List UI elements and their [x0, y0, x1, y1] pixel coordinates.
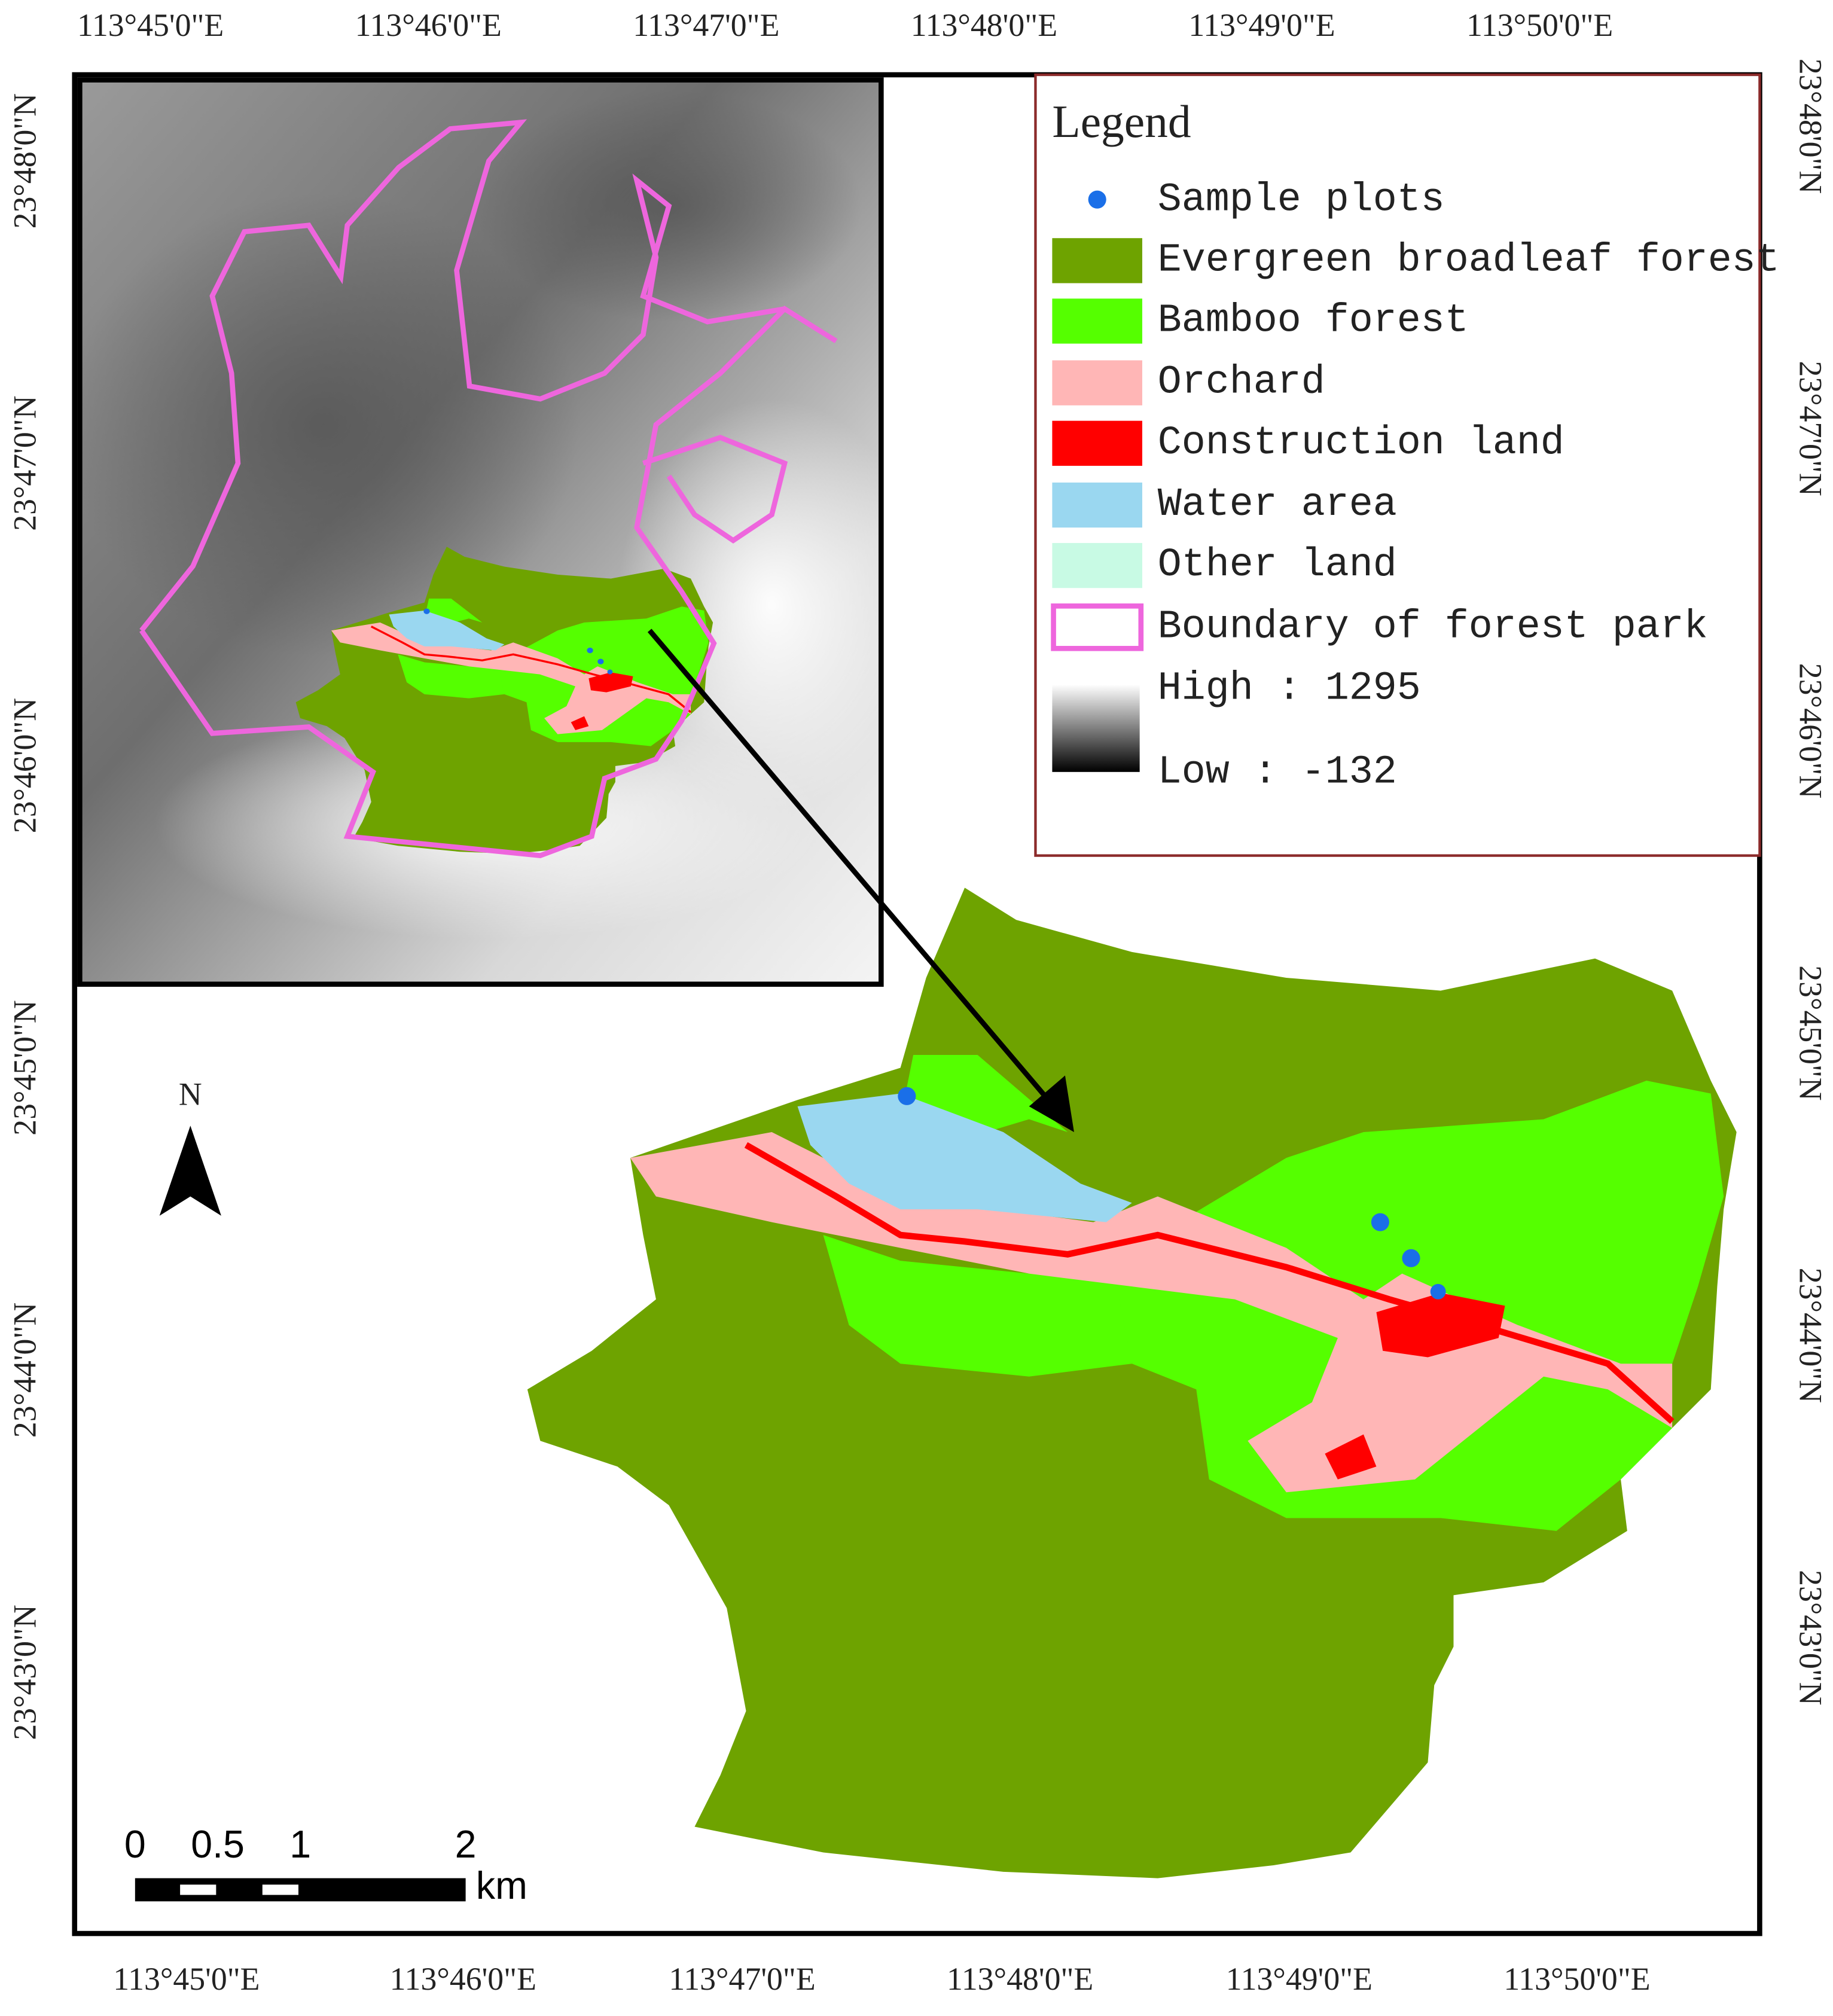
bottom-coord-label: 113°50'0"E — [1503, 1961, 1650, 1997]
right-coord-label: 23°43'0"N — [1793, 1570, 1829, 1705]
bottom-coord-label: 113°49'0"E — [1226, 1961, 1373, 1997]
legend-high: High : 1295 — [1158, 666, 1421, 712]
scale-bar-label: 1 — [289, 1823, 311, 1866]
legend-symbol — [1052, 298, 1142, 344]
left-coord-label: 23°47'0"N — [7, 395, 43, 530]
right-coord-label: 23°47'0"N — [1793, 361, 1829, 496]
park-boundary — [139, 119, 838, 859]
arrow-head — [1029, 1075, 1074, 1133]
scale-bar-segment — [180, 1884, 216, 1895]
inset-frame — [77, 77, 884, 987]
right-coord-label: 23°45'0"N — [1793, 965, 1829, 1100]
legend-symbol — [1052, 420, 1142, 466]
legend-symbol — [1088, 190, 1106, 209]
left-coord-label: 23°43'0"N — [7, 1605, 43, 1740]
scale-bar-label: 0.5 — [191, 1823, 245, 1866]
bottom-coord-label: 113°46'0"E — [390, 1961, 536, 1997]
legend-label: Water area — [1158, 482, 1397, 527]
legend-label: Sample plots — [1158, 177, 1445, 222]
scale-bar-segment — [262, 1884, 299, 1895]
bottom-coord-label: 113°45'0"E — [113, 1961, 260, 1997]
arrow-line — [647, 629, 1051, 1102]
left-coord-label: 23°46'0"N — [7, 698, 43, 833]
legend-label: Orchard — [1158, 360, 1325, 405]
scale-bar: 0 0.5 1 2km — [124, 1823, 527, 1907]
legend-symbol — [1052, 360, 1142, 405]
top-coord-label: 113°45'0"E — [77, 7, 224, 43]
legend-title: Legend — [1052, 96, 1191, 147]
north-label: N — [179, 1076, 202, 1112]
top-coord-label: 113°46'0"E — [355, 7, 502, 43]
right-coord-label: 23°46'0"N — [1793, 663, 1829, 798]
left-coord-label: 23°48'0"N — [7, 93, 43, 228]
legend-box — [1034, 73, 1761, 857]
right-coord-label: 23°48'0"N — [1793, 59, 1829, 194]
legend-label: Evergreen broadleaf forest — [1158, 237, 1780, 283]
top-coord-label: 113°48'0"E — [911, 7, 1057, 43]
inset-map — [80, 80, 882, 984]
legend-symbol — [1051, 603, 1144, 651]
legend-label: Construction land — [1158, 420, 1564, 466]
legend-label: Bamboo forest — [1158, 298, 1469, 343]
scale-bar-label: 0 — [124, 1823, 146, 1866]
bottom-coord-label: 113°48'0"E — [947, 1961, 1093, 1997]
coordinate-labels: 113°45'0"E 113°46'0"E 113°47'0"E 113°48'0"E… — [7, 7, 1829, 1997]
left-coord-label: 23°44'0"N — [7, 1303, 43, 1438]
top-coord-label: 113°47'0"E — [633, 7, 779, 43]
bottom-coord-label: 113°47'0"E — [669, 1961, 815, 1997]
top-coord-label: 113°49'0"E — [1188, 7, 1335, 43]
left-coord-label: 23°45'0"N — [7, 1000, 43, 1135]
top-coord-label: 113°50'0"E — [1466, 7, 1613, 43]
legend-low: Low : -132 — [1158, 749, 1397, 795]
elevation-ramp — [1052, 684, 1140, 772]
scale-bar-unit: km — [476, 1864, 527, 1907]
scale-bar-label: 2 — [455, 1823, 477, 1866]
legend-label: Boundary of forest park — [1158, 604, 1708, 649]
legend-symbol — [1052, 238, 1142, 283]
legend-items: Sample plots Evergreen broadleaf forest Ba… — [1051, 177, 1780, 651]
legend-symbol — [1052, 542, 1142, 588]
legend-label: Other land — [1158, 542, 1397, 588]
legend-symbol — [1052, 482, 1142, 528]
right-coord-label: 23°44'0"N — [1793, 1268, 1829, 1403]
park-boundary — [642, 435, 788, 544]
north-arrow — [159, 1126, 221, 1216]
